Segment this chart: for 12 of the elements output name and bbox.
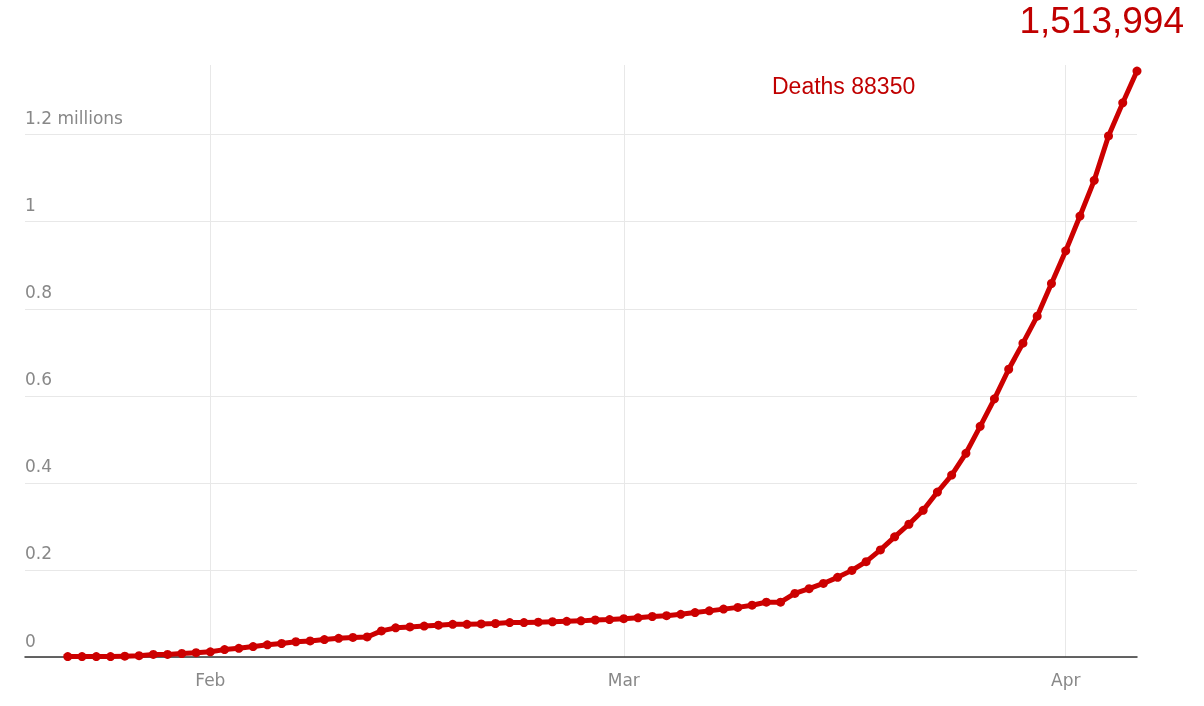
y-tick-label: 0.4 xyxy=(25,456,53,477)
x-tick-label: Mar xyxy=(607,669,640,690)
y-tick-label: 0 xyxy=(25,630,36,651)
text: 1,513,994 xyxy=(1019,0,1185,41)
annotation: Deaths 88350 xyxy=(772,72,916,99)
y-tick-label: 0.8 xyxy=(25,282,53,303)
y-tick-label: 1.2 millions xyxy=(25,108,124,129)
x-tick-label: Apr xyxy=(1051,669,1081,690)
y-tick-label: 0.2 xyxy=(25,543,53,564)
y-tick-label: 1 xyxy=(25,195,36,216)
x-tick-label: Feb xyxy=(195,669,226,690)
y-tick-label: 0.6 xyxy=(25,369,53,390)
